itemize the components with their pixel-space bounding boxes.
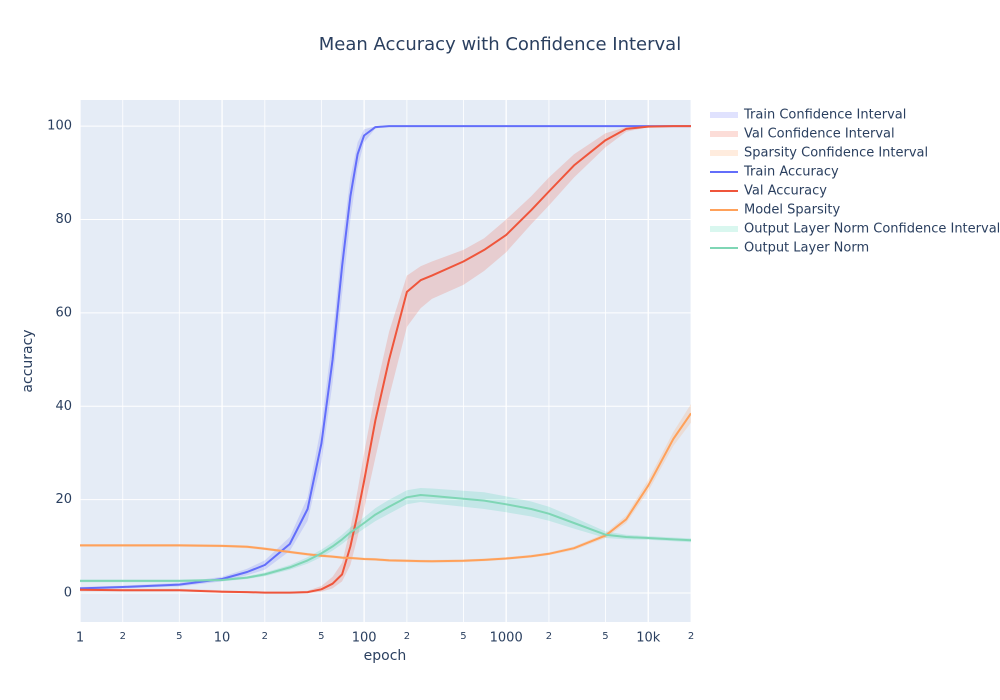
legend-label: Model Sparsity: [744, 203, 840, 218]
series-line: [80, 494, 691, 582]
x-tick-label: 5: [176, 631, 182, 642]
series-line: [80, 125, 691, 594]
grid: 0 20 40 60 80 100 1 2 5 10 2 5 100 2 5 1000 2 5 10k 2: [47, 100, 694, 646]
y-tick-label: 0: [64, 586, 72, 601]
chart-title: Mean Accuracy with Confidence Interval: [319, 34, 681, 55]
x-tick-label: 100: [352, 631, 377, 646]
x-tick-label: 10k: [636, 631, 661, 646]
x-tick-label: 1000: [490, 631, 523, 646]
confidence-band: [80, 126, 691, 594]
plot-area: [80, 100, 691, 622]
legend-label: Val Accuracy: [744, 184, 827, 199]
series-line: [80, 412, 691, 563]
legend: Train Confidence Interval Val Confidence …: [710, 108, 1000, 256]
x-tick-label: 1: [76, 631, 84, 646]
y-tick-label: 100: [47, 119, 72, 134]
x-tick-label: 2: [404, 631, 410, 642]
y-tick-label: 20: [55, 492, 72, 507]
x-tick-label: 2: [262, 631, 268, 642]
x-tick-label: 2: [546, 631, 552, 642]
x-tick-label: 2: [120, 631, 126, 642]
y-tick-label: 40: [55, 399, 72, 414]
legend-label: Sparsity Confidence Interval: [744, 146, 928, 161]
x-tick-label: 10: [214, 631, 231, 646]
x-axis-title: epoch: [364, 648, 407, 664]
legend-label: Val Confidence Interval: [744, 127, 895, 142]
legend-label: Output Layer Norm: [744, 241, 869, 256]
x-tick-label: 2: [688, 631, 694, 642]
y-tick-label: 60: [55, 305, 72, 320]
legend-label: Train Confidence Interval: [743, 108, 906, 123]
x-tick-label: 5: [602, 631, 608, 642]
x-tick-label: 5: [460, 631, 466, 642]
y-axis-title: accuracy: [20, 329, 36, 392]
data-layer: [80, 125, 691, 594]
series-line: [80, 125, 691, 590]
y-tick-label: 80: [55, 212, 72, 227]
legend-label: Output Layer Norm Confidence Interval: [744, 222, 1000, 237]
legend-label: Train Accuracy: [743, 165, 839, 180]
x-tick-label: 5: [318, 631, 324, 642]
